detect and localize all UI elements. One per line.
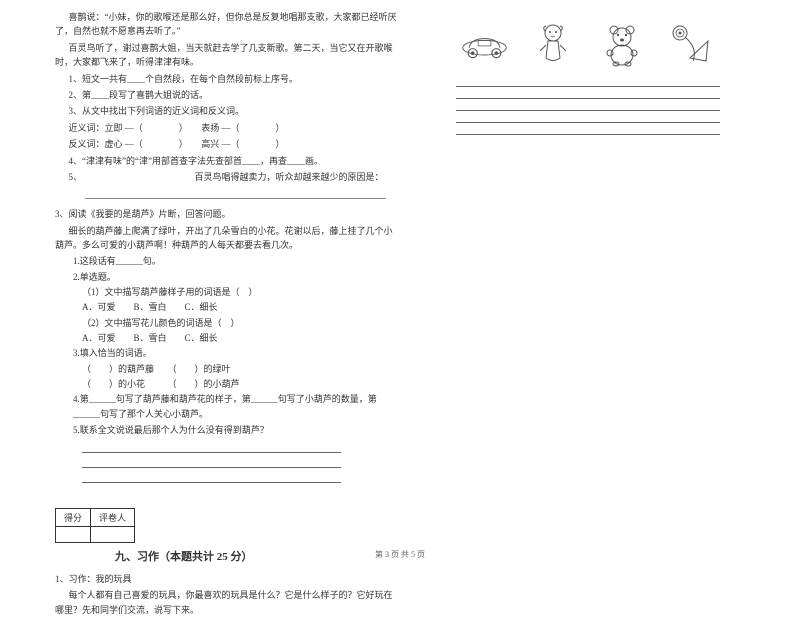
- score-header: 得分: [56, 509, 91, 527]
- toy-bear-icon: [597, 25, 647, 65]
- reading3-q3a: （ ）的葫芦藤 （ ）的绿叶: [82, 362, 401, 377]
- score-table: 得分 评卷人: [55, 508, 135, 543]
- story-q2: 2、第____段写了喜鹊大姐说的话。: [55, 88, 401, 102]
- answer-line: [82, 457, 341, 468]
- reviewer-cell: [91, 527, 135, 543]
- reading3-q3b: （ ）的小花 （ ）的小葫芦: [82, 377, 401, 392]
- reading3-block: 3、阅读《我要的是葫芦》片断，回答问题。 细长的葫芦藤上爬满了绿叶，开出了几朵雪…: [55, 207, 401, 483]
- reading3-q2b-opt: A．可爱 B．雪白 C．细长: [82, 331, 401, 346]
- reading3-q5: 5.联系全文说说最后那个人为什么没有得到葫芦？: [73, 423, 401, 438]
- answer-line: [82, 442, 341, 453]
- right-column: [416, 0, 800, 565]
- reading3-q1: 1.这段话有______句。: [73, 254, 401, 269]
- writing-line: [456, 97, 720, 99]
- document-page: 喜鹊说：“小妹，你的歌喉还是那么好，但你总是反复地唱那支歌，大家都已经听厌了，自…: [0, 0, 800, 565]
- story-q3b: 反义词：虚心 —（ ） 高兴 —（ ）: [55, 137, 401, 151]
- reviewer-header: 评卷人: [91, 509, 135, 527]
- story-q1: 1、短文一共有____个自然段，在每个自然段前标上序号。: [55, 72, 401, 86]
- reading3-title: 3、阅读《我要的是葫芦》片断，回答问题。: [55, 207, 401, 221]
- writing-line: [456, 109, 720, 111]
- story-q4: 4、“津津有味”的“津”用部首查字法先查部首____，再查____画。: [55, 154, 401, 168]
- story-q5: 5、 百灵鸟唱得越卖力，听众却越来越少的原因是：: [55, 170, 401, 184]
- story-q3: 3、从文中找出下列词语的近义词和反义词。: [55, 104, 401, 118]
- reading3-q2: 2.单选题。: [73, 270, 401, 285]
- toy-images-row: [431, 10, 745, 75]
- answer-area: [82, 442, 401, 483]
- reading3-content: 细长的葫芦藤上爬满了绿叶，开出了几朵雪白的小花。花谢以后，藤上挂了几个小葫芦。多…: [55, 224, 401, 253]
- toy-yoyo-icon: [666, 25, 716, 65]
- reading3-q2a: （1）文中描写葫芦藤样子用的词语是（ ）: [82, 285, 401, 300]
- story-p2: 百灵鸟听了，谢过喜鹊大姐，当天就赶去学了几支新歌。第二天，当它又在开歌喉时，大家…: [55, 41, 401, 70]
- story-p1: 喜鹊说：“小妹，你的歌喉还是那么好，但你总是反复地唱那支歌，大家都已经听厌了，自…: [55, 10, 401, 39]
- reading3-q4: 4.第______句写了葫芦藤和葫芦花的样子，第______句写了小葫芦的数量，…: [73, 392, 401, 423]
- writing-line: [456, 85, 720, 87]
- reading3-q3: 3.填入恰当的词语。: [73, 346, 401, 361]
- writing-line: [456, 121, 720, 123]
- reading3-q2b: （2）文中描写花儿颜色的词语是（ ）: [82, 316, 401, 331]
- section9-q1: 1、习作：我的玩具: [55, 572, 401, 586]
- section9-content: 每个人都有自己喜爱的玩具，你最喜欢的玩具是什么？它是什么样子的？它好玩在哪里？先…: [55, 588, 401, 617]
- answer-line: [82, 472, 341, 483]
- toy-doll-icon: [529, 25, 579, 65]
- answer-blank: [85, 187, 386, 199]
- score-cell: [56, 527, 91, 543]
- left-column: 喜鹊说：“小妹，你的歌喉还是那么好，但你总是反复地唱那支歌，大家都已经听厌了，自…: [0, 0, 416, 565]
- toy-car-icon: [460, 25, 510, 65]
- page-footer: 第 3 页 共 5 页: [0, 549, 800, 560]
- writing-line: [456, 133, 720, 135]
- reading3-q2a-opt: A．可爱 B．雪白 C．细长: [82, 300, 401, 315]
- story-q3a: 近义词：立即 —（ ） 表扬 —（ ）: [55, 121, 401, 135]
